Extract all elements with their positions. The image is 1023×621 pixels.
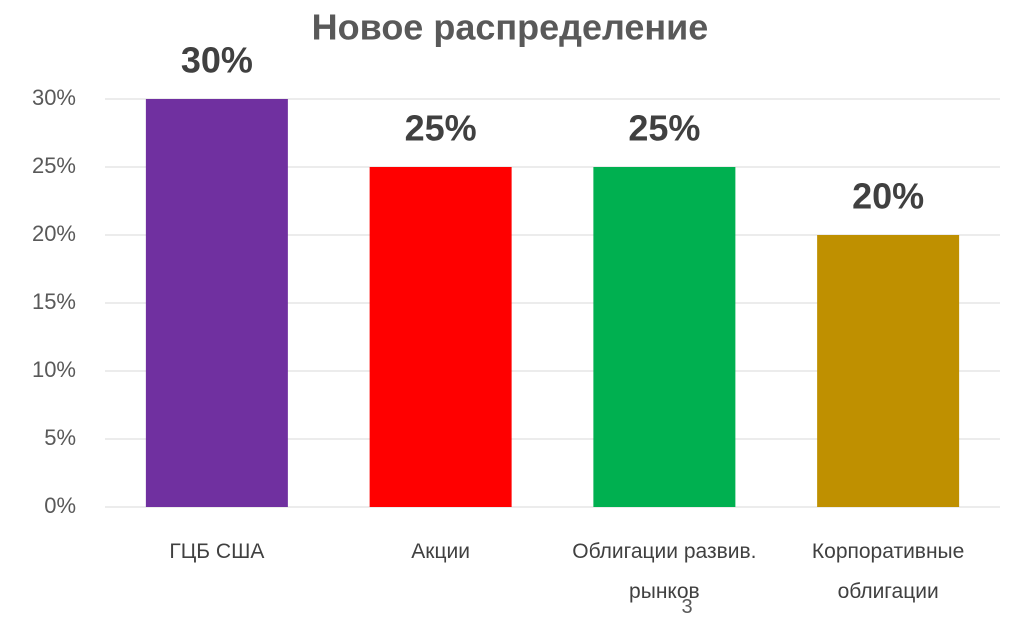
y-tick-label: 25% [32,153,76,178]
y-tick-label: 0% [44,493,76,518]
x-tick-label: Облигации развив. рынков [572,540,757,603]
value-label: 30% [181,40,253,81]
y-tick-label: 15% [32,289,76,314]
y-tick-label: 10% [32,357,76,382]
bar [817,235,960,507]
value-label: 25% [628,108,700,149]
bar [369,167,512,507]
page-number: 3 [681,596,693,618]
bar [593,167,736,507]
x-tick-label: ГЦБ США [169,540,265,563]
value-label: 20% [852,176,924,217]
y-tick-label: 30% [32,85,76,110]
x-tick-label: Корпоративные облигации [811,540,965,603]
y-tick-label: 5% [44,425,76,450]
chart-title: Новое распределение [312,7,709,48]
y-tick-label: 20% [32,221,76,246]
value-label: 25% [405,108,477,149]
x-tick-label: Акции [411,540,470,563]
bar [145,99,288,507]
